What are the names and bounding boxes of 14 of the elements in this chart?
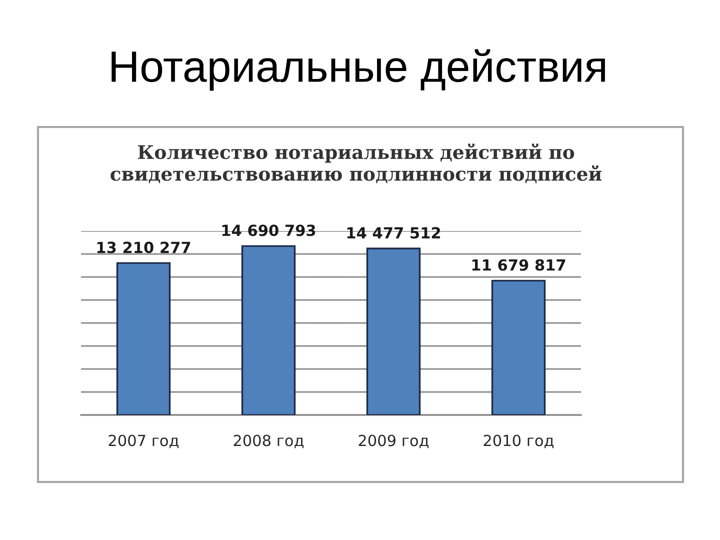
chart-title: Нотариальные действия [112, 49, 605, 91]
bar [366, 248, 421, 415]
x-tick-label: 2007 год [108, 434, 179, 448]
data-label: 14 477 512 [347, 227, 440, 239]
bar [241, 245, 296, 415]
chart-subtitle: Количество нотариальных действий по свидетельствованию подлинности подписей [110, 144, 602, 184]
data-label: 13 210 277 [97, 242, 190, 254]
bar [491, 280, 546, 415]
x-tick-label: 2010 год [484, 434, 554, 448]
data-label: 14 690 793 [222, 224, 316, 236]
data-label: 11 679 817 [472, 259, 566, 271]
x-tick-label: 2009 год [358, 434, 429, 448]
bar [116, 262, 171, 415]
x-tick-label: 2008 год [234, 434, 304, 448]
